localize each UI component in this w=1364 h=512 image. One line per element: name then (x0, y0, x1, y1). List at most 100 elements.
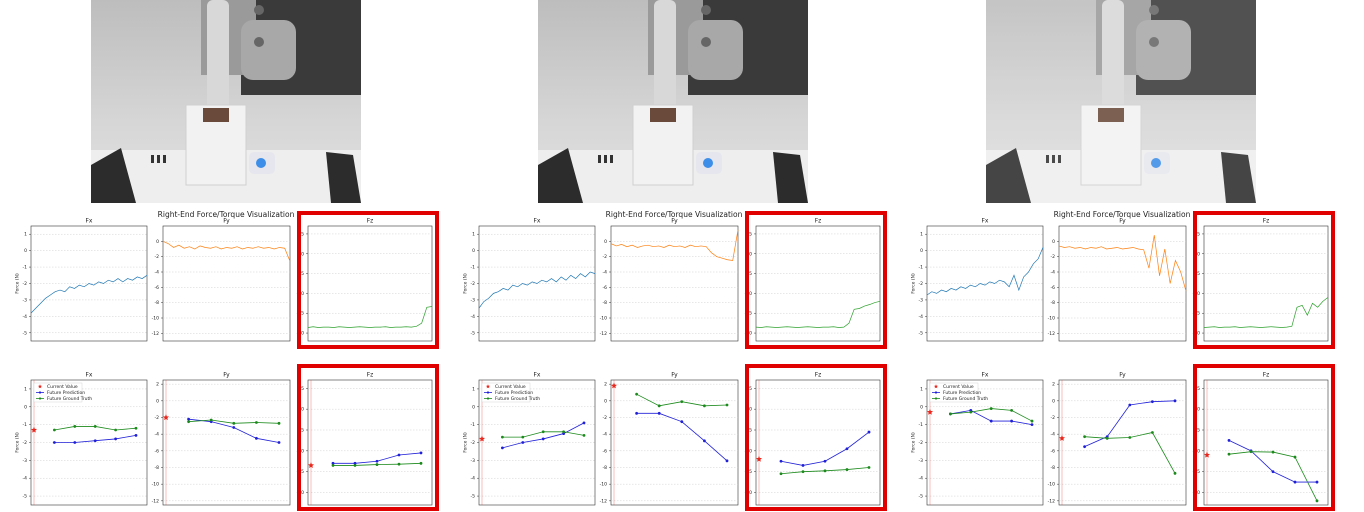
point (353, 464, 357, 467)
point (1128, 436, 1132, 439)
y-tick-label: -1 (919, 422, 924, 428)
legend-marker (486, 391, 490, 394)
y-tick-label: 5 (301, 231, 304, 237)
point (1271, 450, 1275, 454)
y-tick-label: -12 (152, 331, 159, 337)
point (657, 404, 661, 408)
point (187, 417, 191, 421)
point (582, 433, 586, 437)
point (1173, 399, 1177, 403)
y-tick-label: 0 (920, 404, 923, 410)
y-tick-label: -2 (919, 440, 924, 446)
subplot-title: Fx (981, 372, 988, 379)
y-tick-label: 0 (1197, 251, 1200, 257)
point (187, 420, 191, 424)
point (989, 407, 993, 410)
series-line (1058, 235, 1187, 292)
y-tick-label: 0 (920, 248, 923, 254)
legend-label: Current Value (47, 384, 78, 390)
y-tick-label: -10 (152, 482, 159, 488)
point (657, 411, 661, 415)
current-value-star (1203, 451, 1211, 458)
point (1173, 471, 1177, 475)
axes (755, 379, 881, 506)
series-line (610, 229, 739, 261)
y-tick-label: -6 (1051, 448, 1056, 454)
point (1249, 450, 1253, 454)
legend-marker (933, 384, 939, 389)
point (1315, 480, 1319, 484)
point (419, 451, 423, 455)
y-tick-label: -10 (600, 316, 607, 322)
subplot-title: Fz (1263, 218, 1270, 225)
subplot-title: Fx (981, 218, 988, 225)
highlight-box (1193, 364, 1335, 511)
y-tick-label: -8 (603, 300, 608, 306)
point (397, 453, 401, 457)
y-axis-label: Force (N) (463, 432, 469, 453)
y-tick-label: 0 (749, 407, 752, 413)
y-axis-label: Force (N) (15, 432, 21, 453)
y-tick-label: -1 (23, 422, 28, 428)
point (562, 430, 565, 434)
legend-label: Future Ground Truth (943, 396, 988, 402)
axes (162, 225, 291, 342)
y-tick-label: -2 (919, 281, 924, 287)
point (703, 439, 706, 443)
series-line (1203, 297, 1329, 328)
y-tick-label: 5 (301, 386, 304, 392)
y-tick-label: -1 (919, 265, 924, 271)
subplot-title: Fz (1263, 372, 1270, 379)
highlight-box (745, 364, 887, 511)
axes (162, 379, 291, 506)
y-tick-label: -10 (600, 482, 607, 488)
y-tick-label: -4 (1051, 270, 1056, 276)
legend-label: Current Value (943, 384, 974, 390)
y-tick-label: -2 (471, 281, 476, 287)
y-tick-label: -4 (603, 270, 608, 276)
point (801, 470, 805, 474)
y-tick-label: -10 (152, 316, 159, 322)
point (969, 410, 973, 414)
y-tick-label: 0 (301, 251, 304, 257)
axes (610, 225, 739, 342)
y-tick-label: -4 (919, 476, 924, 482)
point (53, 428, 56, 432)
point (635, 392, 638, 396)
point (1151, 400, 1154, 404)
y-tick-label: -8 (603, 465, 608, 471)
point (801, 464, 805, 467)
point (232, 426, 236, 429)
series-line (162, 241, 291, 262)
point (779, 459, 783, 463)
highlight-box (745, 211, 887, 349)
point (823, 459, 827, 463)
y-tick-label: -2 (23, 440, 28, 446)
point (541, 430, 545, 434)
y-tick-label: 2 (1052, 382, 1055, 388)
point (725, 459, 729, 463)
y-tick-label: -3 (471, 458, 476, 464)
point (703, 404, 706, 408)
y-tick-label: 0 (1197, 407, 1200, 413)
y-tick-label: 0 (1052, 239, 1055, 245)
point (93, 439, 97, 443)
y-tick-label: 5 (1197, 386, 1200, 392)
axes (307, 225, 433, 342)
subplot-title: Fz (815, 372, 822, 379)
y-tick-label: 0 (156, 398, 159, 404)
y-tick-label: -1 (471, 422, 476, 428)
axes (307, 379, 433, 506)
point (823, 469, 827, 473)
y-tick-label: 1 (472, 386, 475, 392)
point (419, 461, 423, 465)
y-tick-label: -5 (748, 271, 753, 277)
point (397, 462, 401, 466)
y-tick-label: -2 (1051, 254, 1056, 260)
legend-label: Future Prediction (943, 390, 981, 396)
point (277, 421, 281, 425)
point (209, 418, 213, 422)
figure-title: Right-End Force/Torque Visualization (158, 210, 295, 219)
current-value-star (307, 462, 315, 469)
